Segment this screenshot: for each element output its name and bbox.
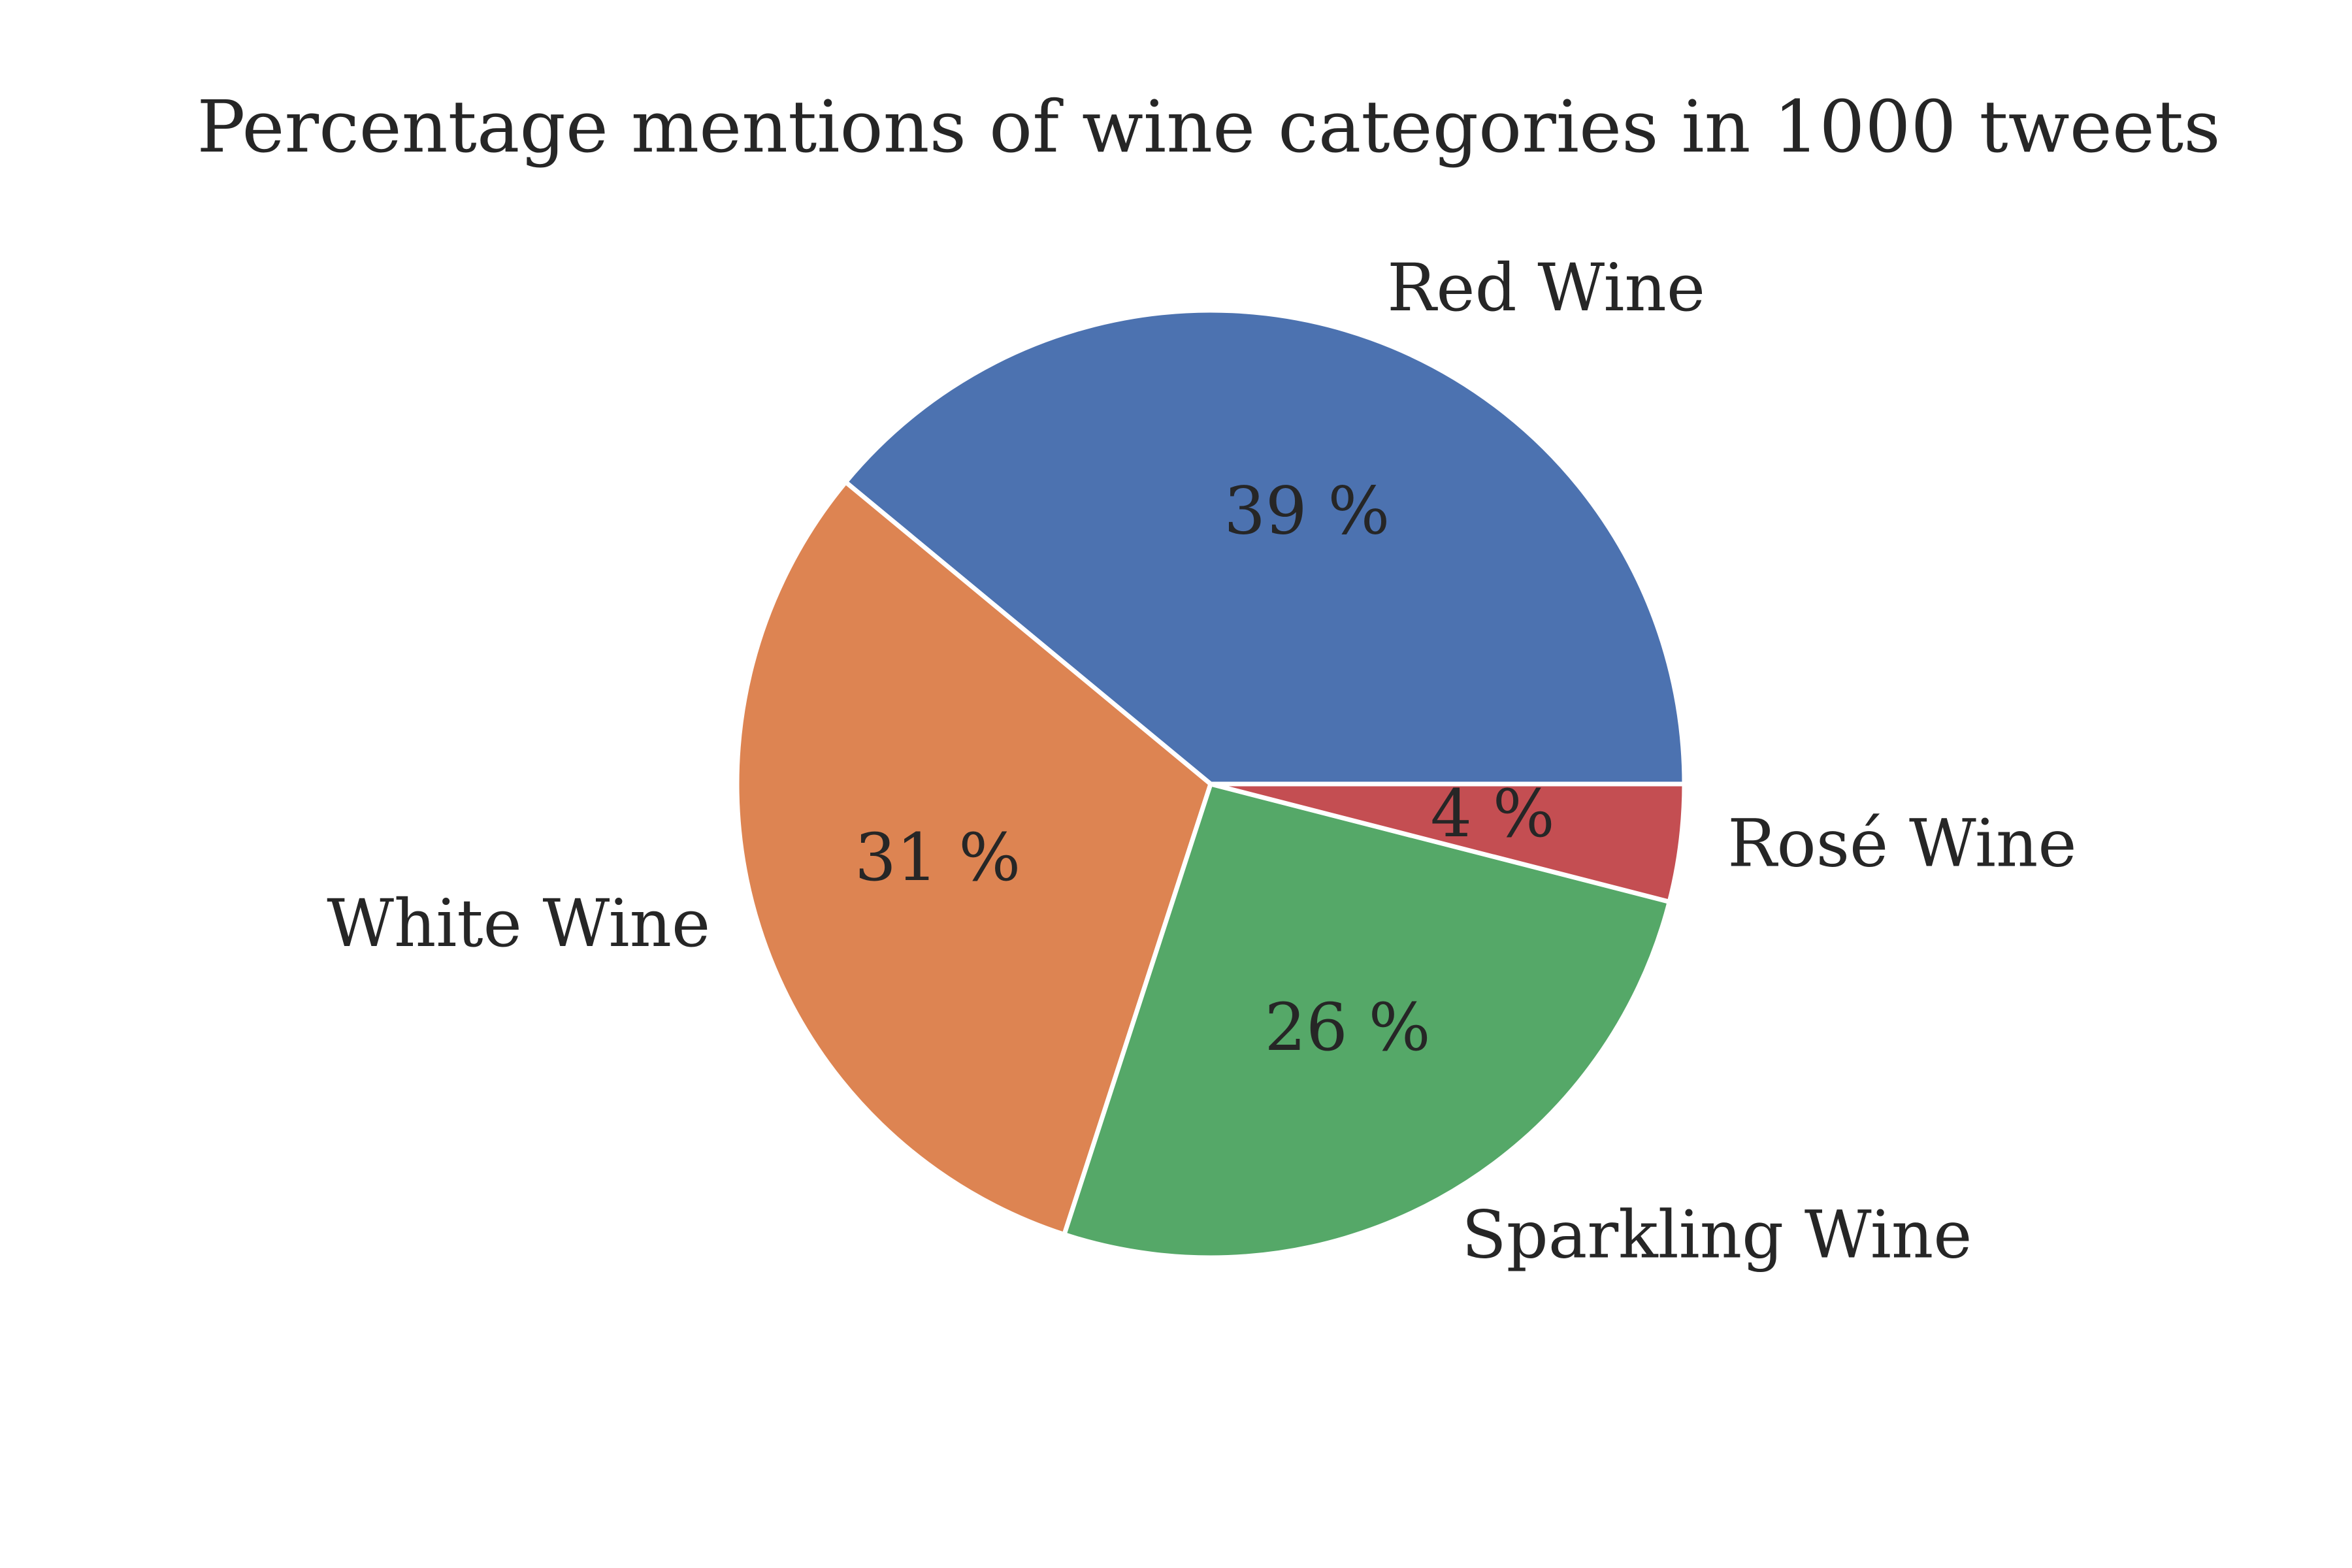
slice-label-rose-wine: Rosé Wine — [1727, 806, 2076, 882]
percent-label-rose-wine: 4 % — [1430, 776, 1554, 852]
slice-label-red-wine: Red Wine — [1387, 250, 1705, 326]
pie-slice-red-wine — [843, 308, 1687, 787]
pie-slices — [734, 308, 1687, 1260]
percent-label-sparkling-wine: 26 % — [1265, 989, 1431, 1066]
percent-label-white-wine: 31 % — [855, 819, 1021, 896]
percent-label-red-wine: 39 % — [1224, 472, 1390, 549]
pie-slice-rose-wine — [1208, 781, 1687, 904]
chart-title: Percentage mentions of wine categories i… — [197, 85, 2220, 169]
slice-label-sparkling-wine: Sparkling Wine — [1462, 1196, 1972, 1273]
pie-percent-labels: 39 % 31 % 26 % 4 % — [855, 472, 1555, 1065]
pie-slice-white-wine — [734, 480, 1213, 1237]
slice-label-white-wine: White Wine — [327, 885, 710, 962]
pie-slice-sparkling-wine — [1062, 781, 1672, 1260]
pie-slice-labels: Red Wine White Wine Sparkling Wine Rosé Win… — [327, 250, 2076, 1273]
